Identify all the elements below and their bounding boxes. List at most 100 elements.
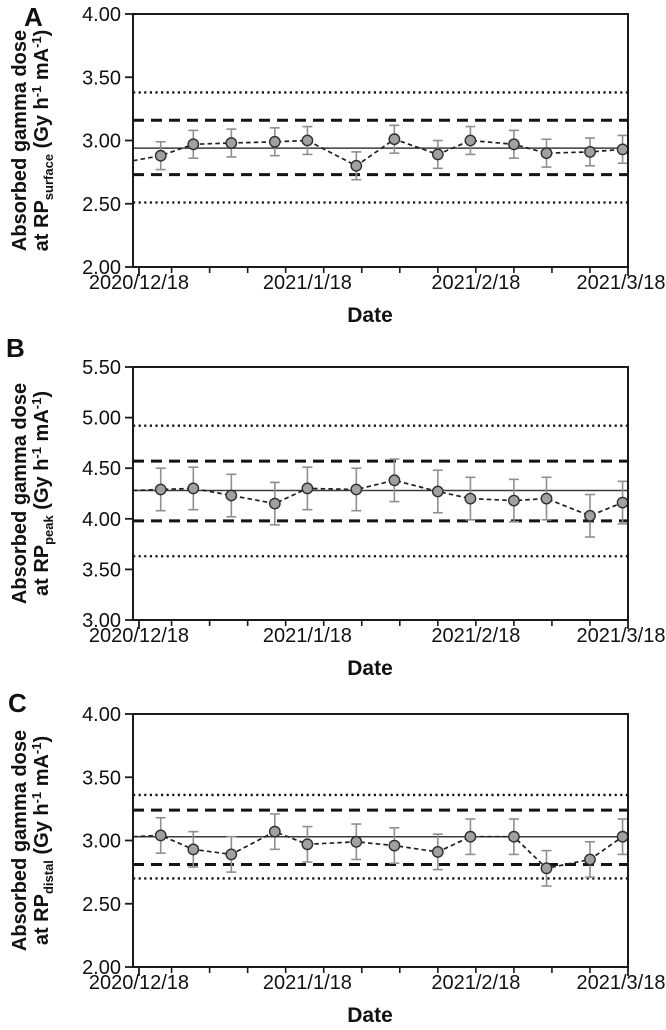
y-axis-title-subscript: peak [41, 514, 56, 544]
data-point-marker [154, 149, 167, 162]
panel-a-chart: 2.00 2.50 3.00 3.50 4.00 2020/12/18 2021/1/18 2… [9, 2, 666, 327]
data-point-marker [350, 835, 363, 848]
y-axis-title-segment: mA [31, 409, 53, 447]
x-tick-label: 2021/3/18 [577, 625, 666, 647]
data-point-marker [508, 494, 520, 507]
y-axis-title-segment: at RP [31, 545, 53, 596]
data-point-marker [431, 845, 444, 858]
x-axis-title: Date [347, 304, 393, 327]
panel-a: 2.00 2.50 3.00 3.50 4.00 2020/12/18 2021/1/18 2… [0, 0, 666, 330]
panel-letter: C [8, 688, 27, 718]
x-axis-title: Date [347, 1004, 393, 1027]
data-point-marker [464, 830, 477, 843]
panel-c: 2.00 2.50 3.00 3.50 4.00 2020/12/18 2021/1/18 2… [0, 680, 666, 1030]
data-point-marker [225, 848, 238, 861]
data-point-marker [268, 825, 281, 838]
y-tick-label: 4.00 [82, 509, 121, 531]
data-point-marker [301, 838, 314, 851]
data-point-marker [187, 138, 200, 151]
data-point-marker [540, 492, 553, 505]
data-point-marker [301, 482, 314, 495]
data-point-marker [616, 496, 629, 509]
y-axis-title-line1: Absorbed gamma dose [9, 730, 31, 951]
x-tick-label: 2021/1/18 [263, 272, 352, 294]
data-point-marker [388, 474, 401, 487]
y-axis-title-segment: mA [31, 754, 53, 792]
data-point-marker [350, 483, 363, 496]
data-point-marker [268, 497, 281, 510]
data-point-marker [301, 134, 314, 147]
x-tick-label: 2021/2/18 [431, 972, 520, 994]
data-point-marker [616, 830, 629, 843]
data-point-marker [508, 138, 520, 151]
y-axis-title-line1: Absorbed gamma dose [9, 383, 31, 604]
y-tick-label: 4.00 [82, 704, 121, 726]
y-axis-title-line2: at RPpeak (Gy h-1 mA-1) [29, 391, 56, 596]
y-axis-title-segment: (Gy h [31, 97, 53, 154]
data-point-marker [154, 483, 167, 496]
y-axis-title-segment: (Gy h [31, 803, 53, 860]
y-axis-title-segment: mA [31, 48, 53, 86]
data-point-marker [388, 133, 401, 146]
panel-b: 3.00 3.50 4.00 4.50 5.00 5.50 2020/12/18 2021/1… [0, 330, 666, 680]
y-tick-label: 3.50 [82, 67, 121, 89]
y-axis-title-segment: at RP [31, 200, 53, 251]
x-tick-label: 2021/3/18 [577, 972, 666, 994]
data-point-marker [431, 148, 444, 161]
y-axis-title-subscript: distal [41, 860, 56, 894]
data-point-marker [584, 853, 596, 866]
plot-frame [132, 13, 629, 268]
y-axis-title-line2: at RPsurface (Gy h-1 mA-1) [29, 30, 56, 252]
data-point-marker [616, 143, 629, 156]
data-point-marker [225, 137, 238, 149]
y-axis-title-supscript: -1 [29, 742, 44, 754]
panel-c-chart: 2.00 2.50 3.00 3.50 4.00 2020/12/18 2021/1/18 2… [8, 688, 666, 1027]
data-point-marker [584, 145, 596, 158]
x-tick-label: 2020/12/18 [89, 972, 189, 994]
y-axis-title-line1: Absorbed gamma dose [9, 30, 31, 251]
x-tick-label: 2021/1/18 [263, 625, 352, 647]
x-tick-label: 2021/2/18 [431, 625, 520, 647]
data-point-marker [350, 159, 363, 172]
y-axis-title-supscript: -1 [29, 86, 44, 98]
y-tick-label: 3.00 [82, 831, 121, 853]
y-axis-title-supscript: -1 [29, 36, 44, 48]
y-tick-label: 2.50 [82, 894, 121, 916]
x-tick-label: 2020/12/18 [89, 625, 189, 647]
data-point-marker [187, 843, 200, 856]
data-point-marker [464, 134, 477, 147]
data-point-marker [225, 489, 238, 502]
y-tick-label: 3.00 [82, 610, 121, 632]
data-point-marker [540, 862, 553, 875]
panel-letter: B [6, 333, 25, 363]
x-tick-label: 2021/2/18 [431, 272, 520, 294]
x-tick-label: 2021/3/18 [577, 272, 666, 294]
y-axis-title-supscript: -1 [29, 398, 44, 410]
y-tick-label: 4.50 [82, 458, 121, 480]
y-tick-label: 5.00 [82, 408, 121, 430]
x-tick-label: 2021/1/18 [263, 972, 352, 994]
data-point-marker [508, 830, 520, 843]
y-tick-label: 2.00 [82, 257, 121, 279]
data-point-marker [154, 829, 167, 842]
y-tick-label: 2.50 [82, 194, 121, 216]
x-tick-label: 2020/12/18 [89, 272, 189, 294]
y-tick-label: 3.50 [82, 767, 121, 789]
data-point-marker [540, 147, 553, 160]
y-axis-title-segment: ) [31, 30, 53, 37]
y-tick-label: 3.00 [82, 131, 121, 153]
panel-letter: A [24, 2, 43, 32]
data-point-marker [431, 485, 444, 498]
y-axis-title-line2: at RPdistal (Gy h-1 mA-1) [29, 736, 56, 945]
y-tick-label: 2.00 [82, 957, 121, 979]
y-axis-title-segment: ) [31, 391, 53, 398]
x-axis-title: Date [347, 657, 393, 680]
data-point-marker [464, 492, 477, 505]
data-point-marker [187, 482, 200, 495]
y-tick-label: 4.00 [82, 4, 121, 26]
y-axis-title-segment: at RP [31, 894, 53, 945]
plot-frame [132, 366, 629, 621]
data-point-marker [268, 135, 281, 148]
y-axis-title-subscript: surface [41, 154, 56, 200]
y-axis-title-supscript: -1 [29, 792, 44, 804]
